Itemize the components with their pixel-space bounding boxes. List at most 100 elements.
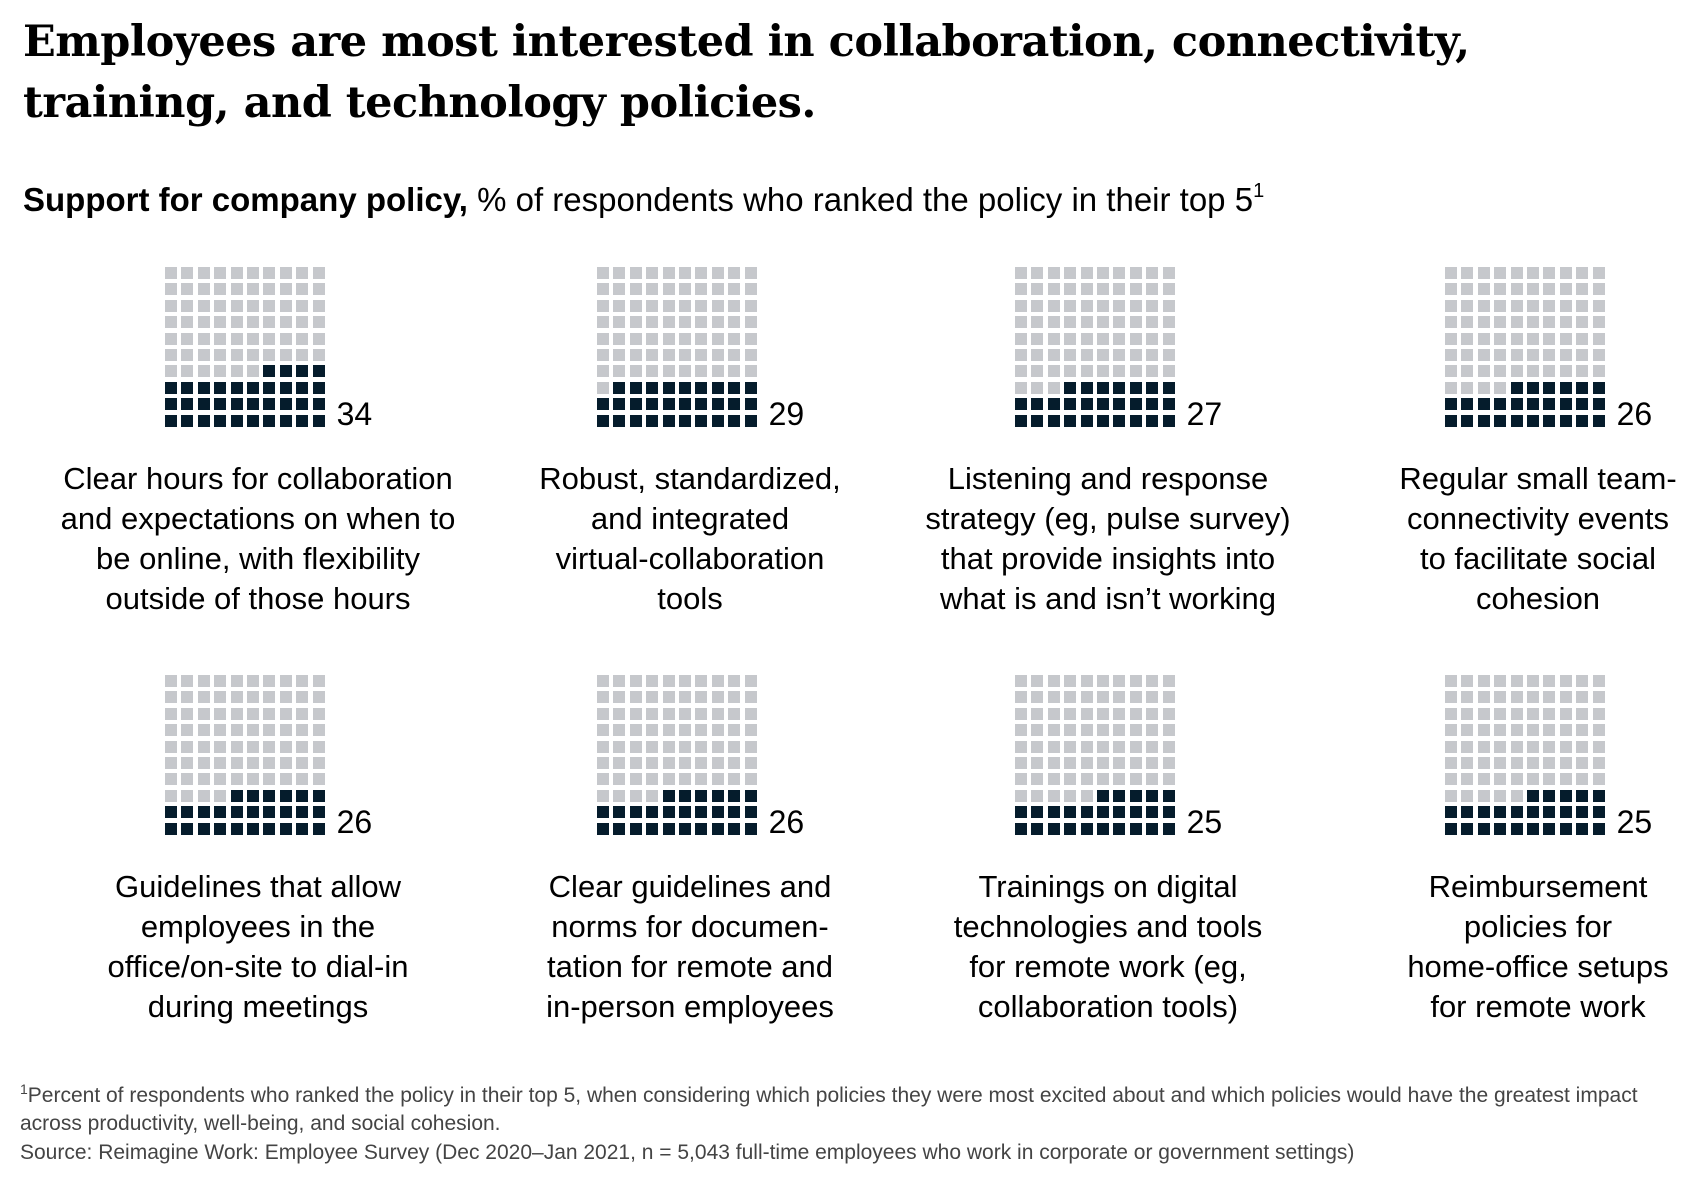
waffle-cell-empty — [1031, 267, 1044, 279]
waffle-cell-empty — [1592, 316, 1605, 329]
waffle-cell-filled — [629, 381, 642, 394]
waffle-cell-empty — [1592, 267, 1605, 279]
waffle-cell-filled — [247, 414, 259, 427]
waffle-cell-empty — [1510, 283, 1523, 296]
waffle-cell-empty — [1080, 740, 1093, 753]
waffle-cell-empty — [1097, 365, 1109, 378]
waffle-cell-empty — [1461, 283, 1474, 296]
waffle-cell-empty — [662, 349, 675, 361]
waffle-cell-empty — [1113, 365, 1126, 378]
waffle-cell-empty — [1461, 740, 1474, 753]
waffle-cell-empty — [597, 724, 609, 737]
waffle-cell-empty — [1113, 740, 1126, 753]
waffle-cell-empty — [214, 691, 227, 704]
waffle-cell-empty — [679, 316, 691, 329]
waffle-cell-empty — [1146, 283, 1159, 296]
waffle-cell-empty — [312, 707, 325, 720]
waffle-cell-filled — [197, 381, 210, 394]
waffle-cell-empty — [1494, 349, 1507, 361]
waffle-cell-empty — [1477, 267, 1490, 279]
waffle-cell-filled — [296, 806, 309, 819]
waffle-cell-empty — [247, 740, 259, 753]
waffle-cell-empty — [197, 365, 210, 378]
waffle-cell-empty — [263, 349, 276, 361]
waffle-cell-empty — [165, 740, 177, 753]
waffle-cell-empty — [695, 316, 708, 329]
waffle-cell-empty — [1097, 332, 1109, 345]
waffle-cell-empty — [1129, 299, 1142, 312]
waffle-cell-filled — [263, 806, 276, 819]
waffle-cell-filled — [181, 822, 194, 835]
waffle-cell-empty — [1146, 707, 1159, 720]
waffle-cell-empty — [312, 283, 325, 296]
waffle-cell-filled — [1064, 381, 1077, 394]
waffle-cell-empty — [629, 332, 642, 345]
waffle-cell-empty — [1559, 675, 1572, 687]
waffle-cell-empty — [1031, 332, 1044, 345]
waffle-cell-empty — [1064, 789, 1077, 802]
waffle-cell-filled — [1559, 806, 1572, 819]
waffle-cell-empty — [711, 283, 724, 296]
waffle-cell-filled — [1559, 822, 1572, 835]
waffle-cell-filled — [214, 806, 227, 819]
waffle-cell-empty — [1015, 381, 1027, 394]
waffle-cell-empty — [1559, 691, 1572, 704]
waffle-cell-empty — [679, 299, 691, 312]
waffle-cell-empty — [728, 724, 741, 737]
waffle-cell-empty — [1559, 724, 1572, 737]
waffle-cell-empty — [1064, 707, 1077, 720]
waffle-cell-filled — [1576, 789, 1589, 802]
waffle-cell-empty — [629, 316, 642, 329]
waffle-cell-filled — [1162, 398, 1175, 411]
waffle-cell-empty — [1047, 757, 1060, 769]
waffle-cell-empty — [629, 365, 642, 378]
waffle-cell-filled — [1162, 414, 1175, 427]
waffle-cell-empty — [728, 757, 741, 769]
waffle-cell-empty — [629, 267, 642, 279]
waffle-cell-filled — [1146, 806, 1159, 819]
waffle-cell-filled — [312, 806, 325, 819]
waffle-cell-filled — [230, 414, 243, 427]
waffle-cell-empty — [1113, 316, 1126, 329]
waffle-cell-empty — [629, 349, 642, 361]
waffle-cell-filled — [1146, 789, 1159, 802]
waffle-cell-empty — [230, 707, 243, 720]
waffle-cell-empty — [197, 332, 210, 345]
waffle-cell-empty — [1162, 365, 1175, 378]
value-label: 25 — [1616, 804, 1653, 840]
waffle-cell-empty — [230, 724, 243, 737]
waffle-cell-empty — [1494, 365, 1507, 378]
waffle-cell-empty — [1559, 349, 1572, 361]
waffle-cell-empty — [646, 365, 659, 378]
waffle-cell-empty — [1031, 283, 1044, 296]
waffle-cell-empty — [613, 299, 626, 312]
waffle-cell-filled — [230, 806, 243, 819]
waffle-cell-empty — [230, 316, 243, 329]
waffle-cell-empty — [1559, 332, 1572, 345]
waffle-cell-filled — [1592, 789, 1605, 802]
waffle-cell-filled — [662, 414, 675, 427]
waffle-cell-empty — [1047, 740, 1060, 753]
policy-panel: 26 Regular small team- connectivity event… — [1328, 267, 1686, 657]
waffle-cell-empty — [1592, 724, 1605, 737]
waffle-cell-empty — [1162, 691, 1175, 704]
waffle-cell-empty — [629, 740, 642, 753]
waffle-cell-filled — [1592, 414, 1605, 427]
waffle-cell-filled — [679, 806, 691, 819]
waffle-cell-empty — [695, 675, 708, 687]
waffle-cell-empty — [613, 349, 626, 361]
waffle-cell-empty — [1494, 675, 1507, 687]
waffle-cell-filled — [1592, 822, 1605, 835]
waffle-cell-empty — [1064, 740, 1077, 753]
waffle-cell-empty — [679, 773, 691, 786]
waffle-cell-filled — [1097, 806, 1109, 819]
waffle-cell-filled — [296, 822, 309, 835]
policy-panel: 26 Guidelines that allow employees in the… — [48, 675, 468, 1065]
waffle-cell-empty — [1129, 724, 1142, 737]
policy-label: Robust, standardized, and integrated vir… — [539, 461, 841, 616]
waffle-cell-filled — [1080, 806, 1093, 819]
waffle-cell-empty — [263, 332, 276, 345]
waffle-cell-empty — [695, 365, 708, 378]
waffle-cell-empty — [1445, 332, 1457, 345]
waffle-cell-empty — [1477, 381, 1490, 394]
